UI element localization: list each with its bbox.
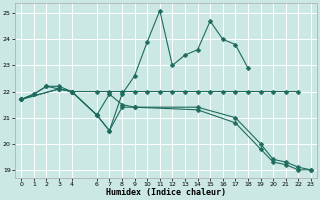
X-axis label: Humidex (Indice chaleur): Humidex (Indice chaleur) — [106, 188, 226, 197]
